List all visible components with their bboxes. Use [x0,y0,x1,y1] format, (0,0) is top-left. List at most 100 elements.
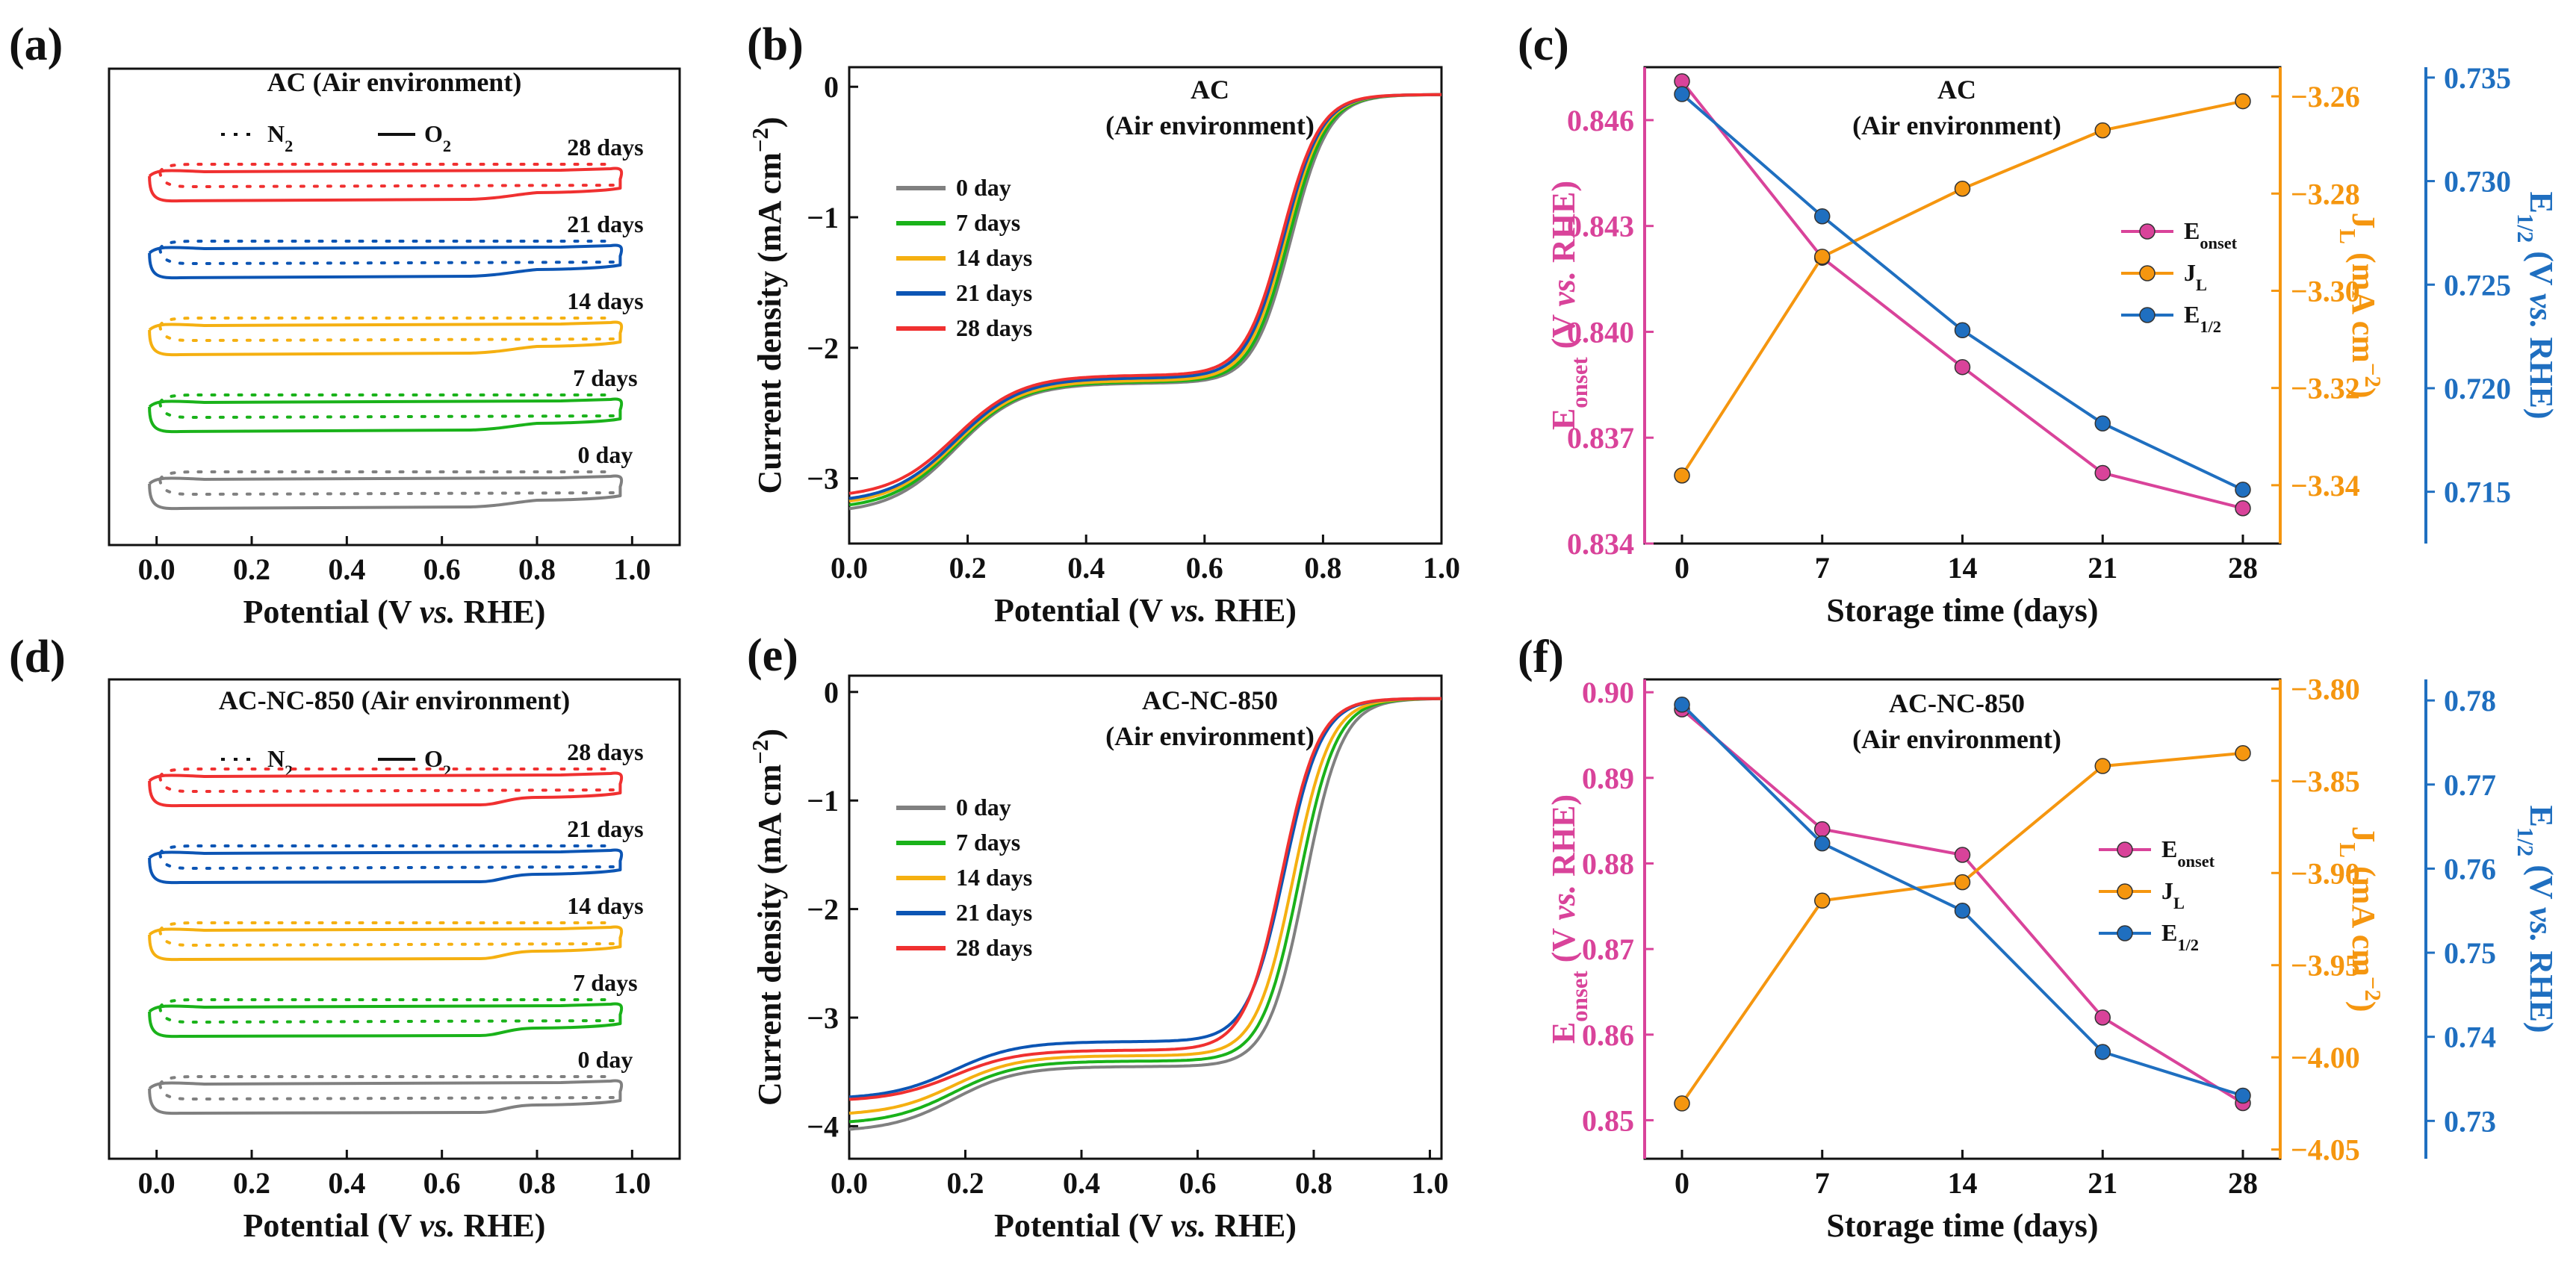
x-tick-label: 0.8 [518,552,556,586]
y-tick-label: 0.88 [1582,847,1634,880]
lsv-curve-21-days [848,697,1441,1099]
y-tick-label: 0.837 [1567,421,1634,455]
legend-label: 7 days [956,209,1020,236]
x-tick-label: 1.0 [1411,1166,1448,1200]
plot-frame [848,674,1443,1160]
series-label: 28 days [567,134,643,161]
y2-tick-label: −4.00 [2291,1041,2360,1074]
eonset-axis-label: Eonset (V vs. RHE) [1545,794,1592,1044]
x-tick-label: 0.2 [946,1166,984,1200]
cv-o2-loop-28-days [148,166,624,203]
chart-title: (Air environment) [1852,110,2061,140]
x-tick-label: 0.2 [233,552,270,586]
data-point-Eonset [1954,847,1971,863]
data-point-JL [1954,874,1971,891]
data-point-E1/2 [1814,208,1831,225]
x-tick-label: 0.4 [1067,551,1105,585]
cv-o2-loop-7-days [148,1002,624,1039]
cv-n2-loop-14-days [158,921,615,947]
y2-tick-label: −3.80 [2291,672,2360,706]
legend-label: E1/2 [2161,919,2199,954]
y-tick-label: 0.89 [1582,762,1634,795]
y-tick-label: 0.843 [1567,210,1634,243]
cv-n2-loop-21-days [158,240,615,266]
series-label: 14 days [567,287,643,314]
y-tick-label: 0 [824,676,839,709]
y3-tick-label: 0.73 [2444,1104,2496,1138]
series-line-JL [1680,99,2244,476]
y3-tick-label: 0.77 [2444,768,2496,802]
y-tick-label: −2 [807,893,839,927]
y3-tick-label: 0.720 [2444,372,2511,405]
panel-label: (f) [1518,632,1564,682]
lsv-curve-28-days [848,93,1441,495]
legend-label: 21 days [956,899,1032,926]
legend-n2-label: N2 [267,745,293,780]
eonset-axis-label: Eonset (V vs. RHE) [1545,181,1592,430]
x-axis-label: Storage time (days) [1826,1207,2098,1244]
cv-n2-loop-0-day [158,1075,615,1101]
lsv-curve-21-days [848,93,1441,500]
x-tick-label: 0.6 [423,552,461,586]
cv-o2-loop-0-day [148,474,624,511]
x-tick-label: 14 [1948,551,1978,585]
chart-title: AC (Air environment) [267,67,522,97]
data-point-E1/2 [2235,1087,2251,1104]
x-tick-label: 0.8 [1304,551,1341,585]
lsv-curve-14-days [848,93,1441,503]
x-tick-label: 0.8 [1295,1166,1332,1200]
chart-title: (Air environment) [1105,721,1315,751]
y-tick-label: −1 [807,784,839,818]
y-tick-label: 0 [824,70,839,104]
lsv-curve-0-day [848,93,1442,511]
x-tick-label: 0.2 [233,1166,270,1200]
x-tick-label: 0.0 [831,551,868,585]
y-axis-label: Current density (mA cm−2) [748,116,788,494]
plot-frame [108,678,681,1160]
x-tick-label: 0.0 [138,552,176,586]
y3-tick-label: 0.75 [2444,936,2496,970]
x-tick-label: 0.0 [138,1166,176,1200]
data-point-JL [1814,892,1831,909]
y-tick-label: 0.834 [1567,527,1634,561]
legend-label: Eonset [2161,835,2215,871]
x-tick-label: 0.2 [949,551,987,585]
y2-tick-label: −3.28 [2291,177,2360,211]
x-tick-label: 0.6 [423,1166,461,1200]
data-point-E1/2 [2235,482,2251,498]
x-tick-label: 7 [1815,551,1830,585]
panel-label: (d) [9,632,66,682]
x-tick-label: 0 [1675,551,1689,585]
x-tick-label: 0 [1675,1166,1689,1200]
y-tick-label: 0.85 [1582,1103,1634,1137]
lsv-curve-14-days [848,697,1441,1115]
series-label: 14 days [567,892,643,919]
y2-tick-label: −3.32 [2291,372,2360,405]
series-label: 7 days [573,969,637,996]
cv-o2-loop-21-days [148,243,624,280]
cv-o2-loop-28-days [148,771,624,808]
y3-tick-label: 0.76 [2444,852,2496,885]
lsv-curve-0-day [848,697,1441,1131]
x-axis-label: Potential (V vs. RHE) [243,1207,546,1244]
data-point-E1/2 [1674,86,1690,102]
cv-o2-loop-0-day [148,1079,624,1115]
series-label: 28 days [567,738,643,765]
data-point-E1/2 [1954,902,1971,919]
panel-label: (c) [1518,19,1569,70]
y-tick-label: 0.840 [1567,315,1634,349]
x-tick-label: 7 [1815,1166,1830,1200]
panel-label: (a) [9,19,63,70]
data-point-JL [2094,758,2111,774]
data-point-JL [1954,181,1971,197]
data-point-JL [1814,249,1831,265]
legend-n2-label: N2 [267,120,293,155]
legend-marker [2117,925,2133,941]
y-tick-label: −3 [807,1001,839,1035]
legend-o2-label: O2 [424,120,451,155]
x-tick-label: 0.4 [1063,1166,1100,1200]
x-tick-label: 0.8 [518,1166,556,1200]
data-point-Eonset [1954,358,1971,376]
y2-tick-label: −4.05 [2291,1133,2360,1167]
